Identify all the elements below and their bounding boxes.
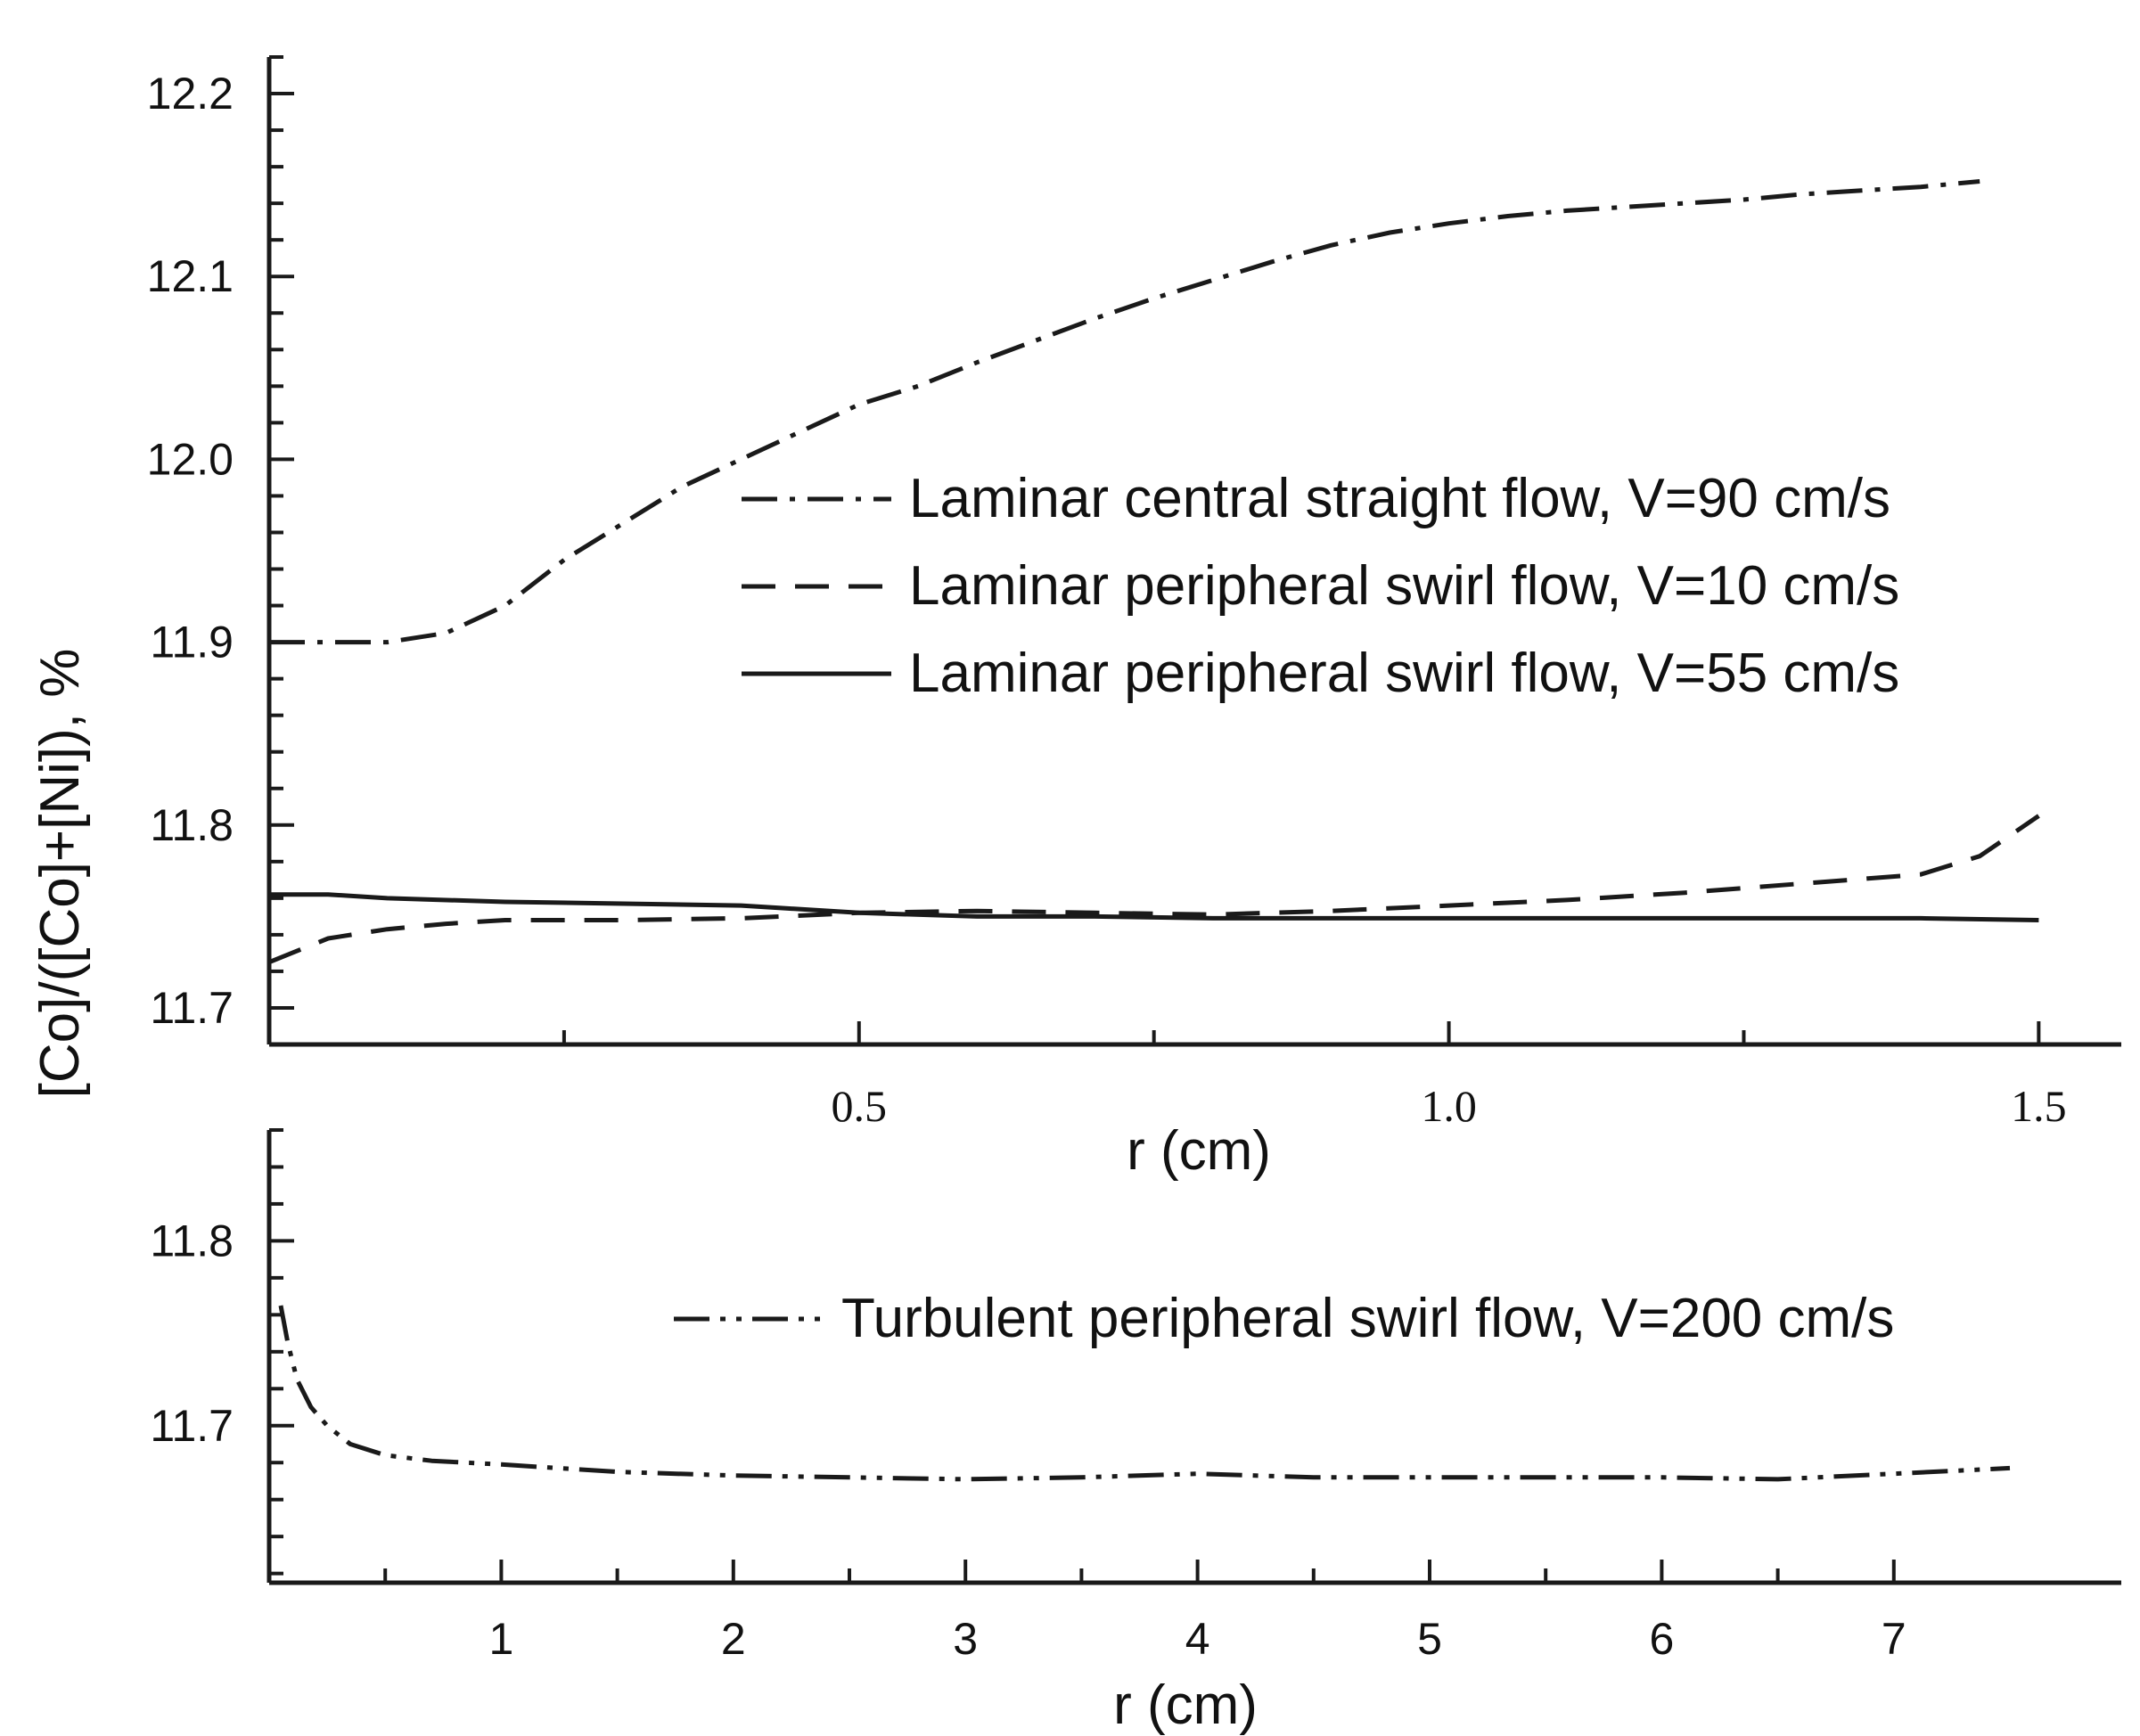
top-legend-label-3: Laminar peripheral swirl flow, V=55 cm/s xyxy=(909,643,1899,704)
top-y-tick-label: 11.7 xyxy=(150,983,234,1033)
bottom-series-line-1 xyxy=(278,1305,2011,1482)
top-y-tick-label: 12.1 xyxy=(147,251,234,301)
top-legend-label-2: Laminar peripheral swirl flow, V=10 cm/s xyxy=(909,555,1899,617)
top-y-tick-label: 11.9 xyxy=(150,618,234,667)
top-series xyxy=(268,179,2040,965)
top-y-tick-label: 12.2 xyxy=(147,69,234,119)
bottom-x-tick-label: 4 xyxy=(1185,1614,1210,1664)
bottom-x-axis-title: r (cm) xyxy=(1113,1675,1258,1736)
top-x-tick-label: 1.0 xyxy=(1421,1081,1477,1131)
bottom-x-tick-label: 6 xyxy=(1649,1614,1674,1664)
top-y-tick-label: 12.0 xyxy=(147,434,234,484)
top-series-line-1 xyxy=(269,179,1980,645)
bottom-y-tick-label: 11.8 xyxy=(150,1216,234,1265)
top-axes: 11.7 11.8 11.9 12.0 12.1 12.2 0.5 1.0 1.5 xyxy=(147,55,2121,1131)
top-x-tick-label: 1.5 xyxy=(2011,1081,2067,1131)
bottom-x-tick-label: 3 xyxy=(953,1614,978,1664)
y-axis-title: [Co]/([Co]+[Ni]), % xyxy=(29,649,91,1099)
top-legend-label-1: Laminar central straight flow, V=90 cm/s xyxy=(909,468,1890,529)
bottom-legend-label-1: Turbulent peripheral swirl flow, V=200 c… xyxy=(841,1288,1894,1349)
top-x-tick-label: 0.5 xyxy=(832,1081,888,1131)
top-y-tick-label: 11.8 xyxy=(150,800,234,850)
bottom-x-tick-label: 5 xyxy=(1417,1614,1442,1664)
top-legend: Laminar central straight flow, V=90 cm/s… xyxy=(742,468,1899,704)
bottom-axes: 11.7 11.8 1 2 3 4 5 6 7 xyxy=(150,1128,2121,1664)
bottom-x-tick-label: 7 xyxy=(1882,1614,1906,1664)
top-x-axis-title: r (cm) xyxy=(1127,1120,1271,1182)
bottom-x-tick-label: 1 xyxy=(488,1614,513,1664)
chart-bottom: 11.7 11.8 1 2 3 4 5 6 7 r (cm) Turbulent periphe… xyxy=(150,1128,2121,1736)
bottom-x-tick-label: 2 xyxy=(721,1614,746,1664)
bottom-y-tick-label: 11.7 xyxy=(150,1401,234,1451)
bottom-series xyxy=(278,1305,2011,1482)
bottom-legend: Turbulent peripheral swirl flow, V=200 c… xyxy=(674,1288,1894,1349)
top-series-line-2 xyxy=(268,814,2040,965)
top-series-line-3 xyxy=(269,892,2039,922)
chart-top: 11.7 11.8 11.9 12.0 12.1 12.2 0.5 1.0 1.5 r (cm)… xyxy=(147,55,2121,1182)
